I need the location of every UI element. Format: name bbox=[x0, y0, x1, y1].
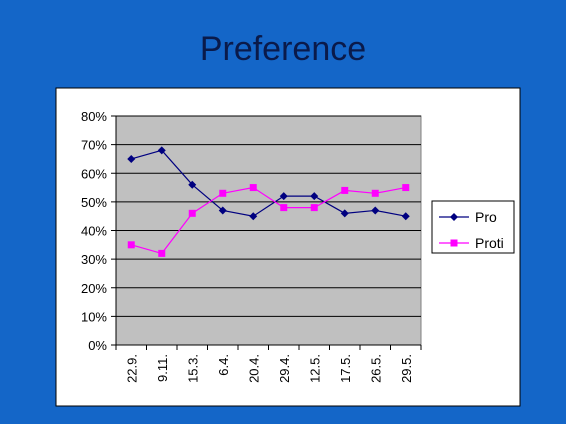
y-tick-label: 40% bbox=[81, 224, 107, 239]
axes: 0% 10% 20% 30% 40% 50% 60% 70% 80% 22.9. 9.11. 15.3… bbox=[81, 109, 422, 383]
y-tick-label: 70% bbox=[81, 138, 107, 153]
series-pro-line bbox=[131, 149, 406, 217]
series-proti-point bbox=[188, 209, 196, 217]
series-proti-point bbox=[371, 189, 379, 197]
legend: Pro Proti bbox=[431, 200, 515, 254]
series-layer bbox=[127, 146, 410, 257]
x-tick-label: 29.4. bbox=[277, 354, 292, 383]
series-pro-point bbox=[218, 206, 227, 215]
x-tick-label: 9.11. bbox=[155, 354, 170, 382]
series-proti-point bbox=[341, 186, 349, 194]
x-tick-label: 22.9. bbox=[124, 354, 139, 383]
y-tick-label: 10% bbox=[81, 309, 107, 324]
series-proti-point bbox=[402, 184, 410, 192]
legend-proti-label: Proti bbox=[475, 235, 504, 251]
series-pro-point bbox=[279, 192, 288, 201]
x-tick-label: 6.4. bbox=[216, 354, 231, 376]
y-tick-label: 20% bbox=[81, 281, 107, 296]
series-proti-point bbox=[158, 249, 166, 257]
series-proti-point bbox=[219, 189, 227, 197]
gridlines bbox=[116, 115, 421, 317]
series-pro-point bbox=[371, 206, 380, 215]
series-proti-line bbox=[131, 186, 406, 255]
series-pro-point bbox=[188, 180, 197, 189]
series-pro-point bbox=[401, 212, 410, 221]
series-pro-point bbox=[249, 212, 258, 221]
series-proti-point bbox=[249, 184, 257, 192]
series-pro-point bbox=[310, 192, 319, 201]
y-tick-label: 50% bbox=[81, 195, 107, 210]
legend-pro-label: Pro bbox=[475, 209, 497, 225]
y-tick-label: 30% bbox=[81, 252, 107, 267]
x-tick-label: 29.5. bbox=[399, 354, 414, 383]
series-proti-point bbox=[127, 241, 135, 249]
y-tick-label: 60% bbox=[81, 166, 107, 181]
x-tick-label: 26.5. bbox=[368, 354, 383, 383]
series-pro-point bbox=[127, 154, 136, 163]
slide-title: Preference bbox=[199, 30, 367, 68]
series-proti bbox=[127, 184, 410, 257]
x-tick-label: 12.5. bbox=[307, 354, 322, 383]
x-tick-label: 20.4. bbox=[246, 354, 261, 383]
x-tick-label: 15.3. bbox=[185, 354, 200, 383]
series-proti-point bbox=[310, 204, 318, 212]
x-tick-label: 17.5. bbox=[338, 354, 353, 383]
legend-proti-marker bbox=[450, 239, 458, 247]
legend-pro-marker bbox=[450, 213, 458, 221]
series-pro bbox=[127, 146, 410, 221]
legend-box bbox=[431, 200, 515, 254]
series-pro-point bbox=[157, 146, 166, 155]
series-pro-point bbox=[340, 209, 349, 218]
y-tick-label: 0% bbox=[88, 338, 107, 353]
y-tick-label: 80% bbox=[81, 109, 107, 124]
series-proti-point bbox=[280, 204, 288, 212]
